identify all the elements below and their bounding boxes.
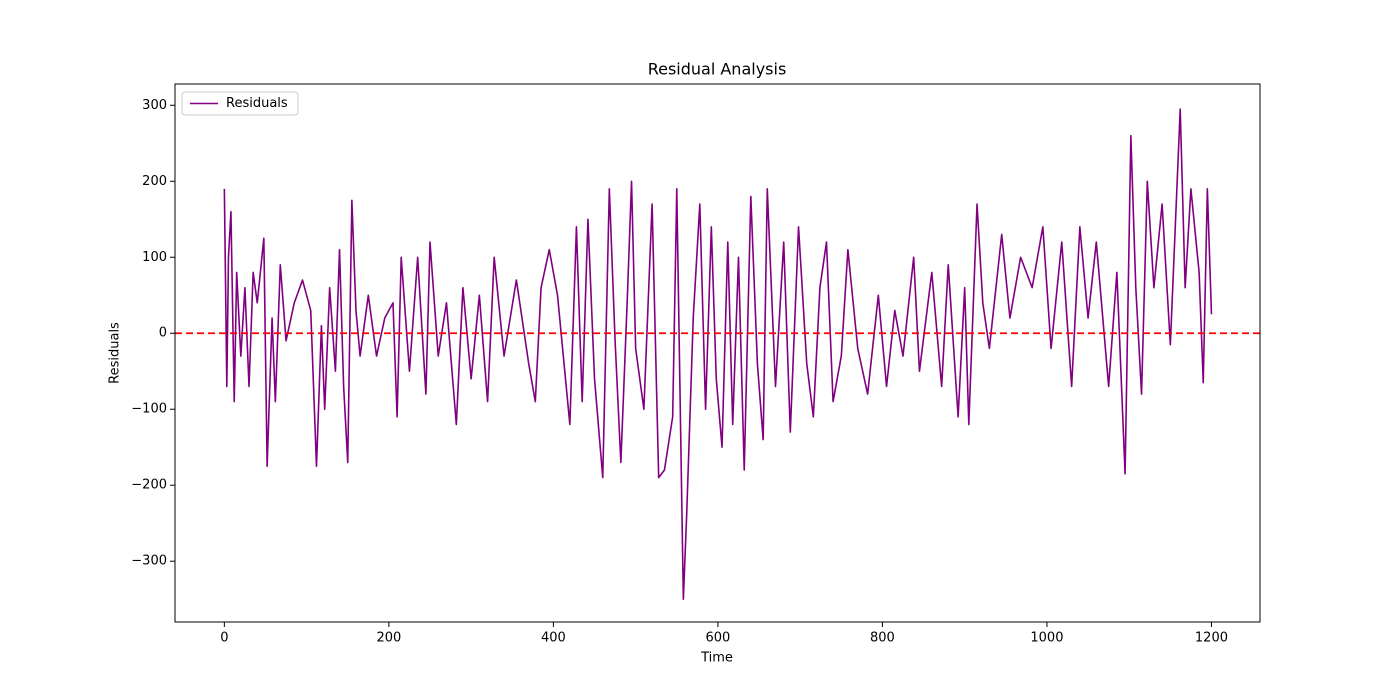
x-tick-label: 1200 (1195, 631, 1228, 646)
y-tick-label: −300 (131, 554, 167, 569)
legend-label: Residuals (226, 96, 288, 111)
y-tick-label: −200 (131, 478, 167, 493)
x-tick-label: 1000 (1030, 631, 1063, 646)
legend-box (181, 91, 299, 116)
plot-frame (174, 83, 1261, 623)
x-tick-label: 400 (541, 631, 566, 646)
x-tick-label: 0 (220, 631, 228, 646)
y-tick-label: −100 (131, 402, 167, 417)
y-axis-label: Residuals (108, 322, 123, 384)
x-tick-label: 600 (705, 631, 730, 646)
y-tick-label: 0 (159, 326, 167, 341)
data-line (223, 108, 1213, 600)
y-tick-label: 200 (142, 174, 167, 189)
x-tick-label: 800 (870, 631, 895, 646)
x-axis-label: Time (700, 651, 733, 666)
y-tick-label: 100 (142, 250, 167, 265)
x-tick-label: 200 (376, 631, 401, 646)
chart-title: Residual Analysis (648, 60, 787, 79)
y-tick-label: 300 (142, 98, 167, 113)
